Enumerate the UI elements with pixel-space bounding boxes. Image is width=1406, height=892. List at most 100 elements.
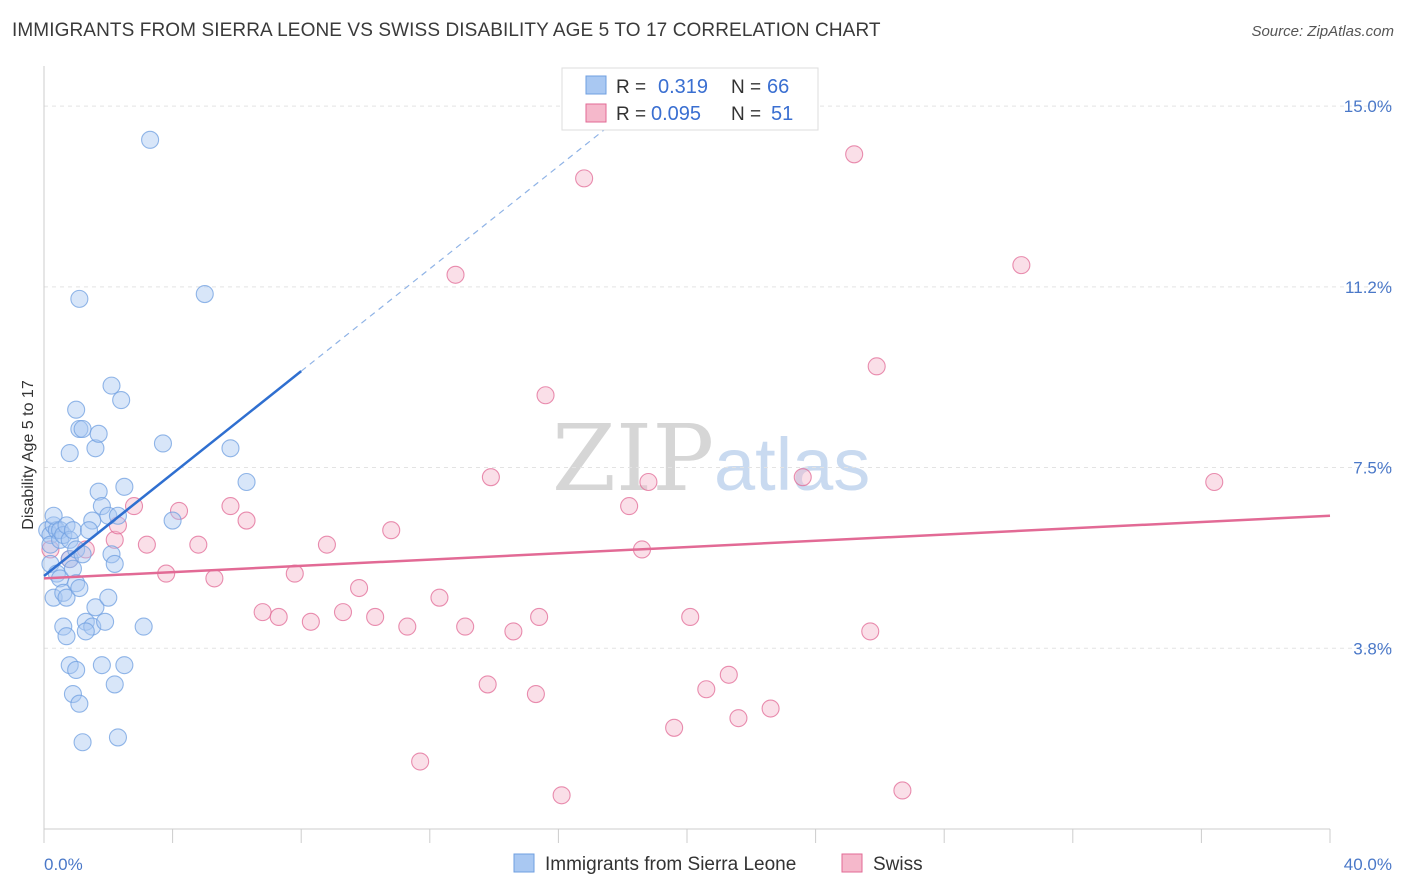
y-tick-labels: 15.0% 11.2% 7.5% 3.8% xyxy=(1344,97,1392,658)
sierra-leone-point xyxy=(60,444,79,463)
swiss-point xyxy=(697,680,716,699)
sierra-leone-point xyxy=(92,656,111,675)
sierra-leone-point xyxy=(70,694,89,713)
sierra-leone-point xyxy=(221,439,240,458)
sierra-leone-point xyxy=(105,675,124,694)
legend-swatch-swiss xyxy=(585,103,607,123)
legend-swatch-sierra-leone xyxy=(585,75,607,95)
swiss-point xyxy=(301,612,320,631)
swiss-point xyxy=(237,511,256,530)
sierra-leone-point xyxy=(73,419,92,439)
swiss-point xyxy=(793,468,812,487)
sierra-leone-point xyxy=(105,554,124,573)
swiss-point xyxy=(504,622,523,641)
sierra-leone-trend-extension xyxy=(300,127,607,372)
bottom-legend-swatch-sierra-leone xyxy=(513,853,535,873)
swiss-point xyxy=(317,535,336,554)
sierra-leone-point xyxy=(76,622,95,641)
sierra-leone-point xyxy=(67,574,86,593)
sierra-leone-point xyxy=(54,617,73,636)
sierra-leone-point xyxy=(83,511,102,530)
swiss-point xyxy=(1205,472,1224,492)
sierra-leone-point xyxy=(44,588,63,607)
bottom-legend-label-sierra-leone: Immigrants from Sierra Leone xyxy=(545,854,796,875)
swiss-point xyxy=(530,607,549,626)
swiss-point xyxy=(350,578,369,598)
watermark: ZIP atlas xyxy=(552,405,870,512)
sierra-leone-point xyxy=(195,285,214,304)
legend-r-label-1: R = xyxy=(616,77,646,98)
bottom-legend: Immigrants from Sierra Leone Swiss xyxy=(513,853,923,875)
y-tick-label: 3.8% xyxy=(1353,639,1392,658)
y-tick-label: 7.5% xyxy=(1353,459,1392,478)
legend-n-label-1: N = xyxy=(731,77,761,98)
sierra-leone-point xyxy=(86,439,105,458)
sierra-leone-point xyxy=(102,545,121,564)
swiss-point xyxy=(481,468,500,487)
sierra-leone-point xyxy=(73,545,92,564)
swiss-point xyxy=(536,386,555,405)
sierra-leone-points xyxy=(38,130,256,752)
sierra-leone-point xyxy=(92,497,111,516)
swiss-point xyxy=(575,169,594,188)
sierra-leone-point xyxy=(57,627,76,646)
swiss-point xyxy=(729,709,748,728)
swiss-point xyxy=(398,617,417,636)
swiss-point xyxy=(366,607,385,626)
swiss-point xyxy=(478,675,497,694)
swiss-point xyxy=(382,521,401,540)
swiss-point xyxy=(253,603,272,622)
legend-n-value-1: 66 xyxy=(767,76,789,98)
axes xyxy=(43,66,1331,843)
swiss-point xyxy=(41,540,60,559)
sierra-leone-point xyxy=(70,289,89,308)
legend-n-value-2: 51 xyxy=(771,103,793,125)
swiss-point xyxy=(681,607,700,626)
watermark-atlas: atlas xyxy=(714,423,870,506)
grid xyxy=(44,105,1392,649)
swiss-point xyxy=(430,588,449,607)
swiss-point xyxy=(446,265,465,284)
swiss-point xyxy=(620,497,639,516)
swiss-point xyxy=(411,752,430,771)
sierra-leone-point xyxy=(237,472,256,492)
swiss-point xyxy=(456,617,475,636)
swiss-point xyxy=(137,535,156,554)
sierra-leone-point xyxy=(96,612,115,631)
swiss-point xyxy=(893,781,912,800)
sierra-leone-point xyxy=(99,588,118,607)
legend-n-label-2: N = xyxy=(731,104,761,125)
swiss-point xyxy=(526,685,545,704)
trend-lines xyxy=(43,127,1331,580)
swiss-point xyxy=(867,357,886,376)
sierra-leone-point xyxy=(63,685,82,704)
sierra-leone-point xyxy=(67,660,86,680)
swiss-point xyxy=(845,145,864,164)
sierra-leone-point xyxy=(57,588,76,607)
sierra-leone-point xyxy=(115,477,134,496)
y-axis-label: Disability Age 5 to 17 xyxy=(20,380,37,530)
sierra-leone-point xyxy=(73,733,92,752)
sierra-leone-trend-line xyxy=(43,370,302,577)
legend-box: R = 0.319 N = 66 R = 0.095 N = 51 xyxy=(561,67,819,131)
sierra-leone-point xyxy=(89,482,108,501)
swiss-point xyxy=(761,699,780,718)
chart-title: IMMIGRANTS FROM SIERRA LEONE VS SWISS DI… xyxy=(12,20,881,41)
swiss-point xyxy=(665,718,684,737)
x-tick-min: 0.0% xyxy=(44,855,83,874)
swiss-point xyxy=(221,497,240,516)
legend-r-label-2: R = xyxy=(616,104,646,125)
swiss-point xyxy=(333,603,353,622)
swiss-point xyxy=(639,472,658,492)
bottom-legend-label-swiss: Swiss xyxy=(873,854,923,875)
sierra-leone-point xyxy=(67,400,86,419)
sierra-leone-point xyxy=(63,521,82,540)
y-tick-label: 15.0% xyxy=(1344,97,1392,116)
swiss-point xyxy=(552,786,571,805)
y-tick-label: 11.2% xyxy=(1345,278,1392,297)
swiss-point xyxy=(189,535,208,554)
sierra-leone-point xyxy=(134,617,153,636)
swiss-point xyxy=(861,622,880,641)
watermark-zip: ZIP xyxy=(552,405,714,512)
